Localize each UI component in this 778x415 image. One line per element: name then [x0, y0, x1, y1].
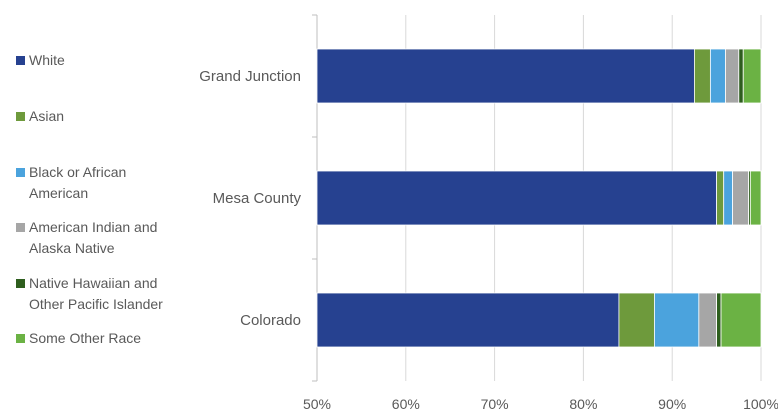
bar-segment: [732, 170, 749, 226]
legend-swatch: [16, 112, 25, 121]
bar-segment: [738, 48, 744, 104]
legend-item: Black or African American: [16, 162, 126, 204]
category-labels: Grand Junction Mesa County Colorado: [199, 68, 301, 329]
legend-label: Some Other Race: [29, 330, 142, 346]
x-tick-label: 60%: [392, 396, 420, 412]
legend-item: American Indian and Alaska Native: [16, 217, 157, 259]
bar-segment: [716, 170, 725, 226]
legend-swatch: [16, 223, 25, 232]
legend-swatch: [16, 56, 25, 65]
bar-segment: [720, 292, 762, 348]
bar-segment: [723, 170, 733, 226]
bar-segment: [654, 292, 700, 348]
bar-segment: [694, 48, 711, 104]
legend-item: Native Hawaiian and Other Pacific Island…: [16, 273, 163, 315]
x-tick-labels: 50% 60% 70% 80% 90% 100%: [303, 396, 778, 412]
legend-label: White: [29, 52, 65, 68]
category-label: Grand Junction: [199, 68, 301, 85]
x-tick-label: 70%: [481, 396, 509, 412]
legend-swatch: [16, 279, 25, 288]
bar-segment: [725, 48, 740, 104]
legend-label: Native Hawaiian and Other Pacific Island…: [29, 275, 163, 312]
bar-segment: [698, 292, 718, 348]
bar-segment: [618, 292, 655, 348]
legend-item: Some Other Race: [16, 328, 141, 349]
category-axis: [312, 14, 318, 382]
bar-segment: [749, 170, 762, 226]
category-label: Colorado: [240, 312, 301, 329]
bar-segment: [742, 48, 762, 104]
bar-segment: [709, 48, 726, 104]
legend-swatch: [16, 334, 25, 343]
legend-item: Asian: [16, 106, 64, 127]
bar-segment: [316, 292, 620, 348]
x-tick-label: 100%: [743, 396, 778, 412]
bar-segment: [316, 48, 695, 104]
legend-label: Asian: [29, 108, 65, 124]
bars: [316, 48, 762, 348]
bar-segment: [316, 170, 718, 226]
legend-swatch: [16, 168, 25, 177]
category-label: Mesa County: [213, 190, 302, 207]
bar-segment: [716, 292, 722, 348]
legend-item: White: [16, 50, 65, 71]
legend-label: American Indian and Alaska Native: [29, 219, 158, 256]
x-tick-label: 90%: [658, 396, 686, 412]
legend-label: Black or African American: [29, 164, 127, 201]
x-tick-label: 80%: [569, 396, 597, 412]
x-tick-label: 50%: [303, 396, 331, 412]
